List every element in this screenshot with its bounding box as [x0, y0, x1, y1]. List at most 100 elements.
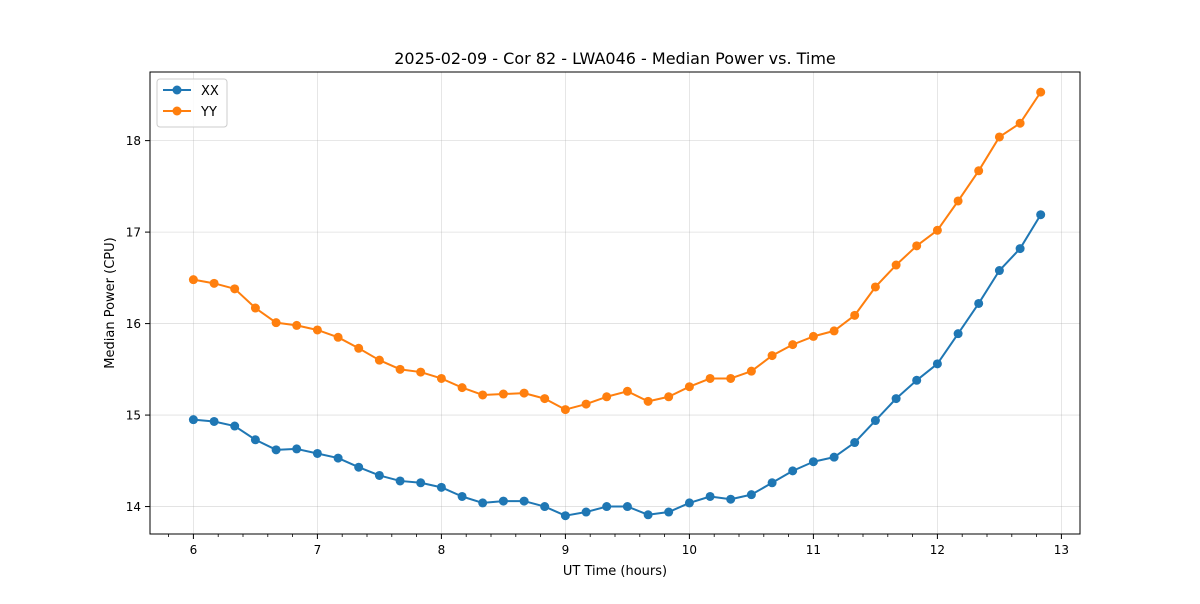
legend: XX YY — [156, 78, 228, 128]
data-point-xx — [994, 266, 1004, 276]
data-point-xx — [684, 498, 694, 508]
data-point-yy — [664, 392, 674, 402]
data-point-yy — [1036, 87, 1046, 97]
data-point-xx — [829, 452, 839, 462]
data-point-yy — [602, 392, 612, 402]
data-point-xx — [1015, 244, 1025, 254]
data-point-xx — [209, 416, 219, 426]
legend-marker-xx — [172, 85, 182, 95]
data-point-yy — [271, 318, 281, 328]
data-point-yy — [519, 388, 529, 398]
legend-label-xx: XX — [201, 84, 219, 99]
data-point-yy — [416, 367, 426, 377]
grid — [150, 72, 1080, 534]
data-point-xx — [850, 438, 860, 448]
data-point-xx — [974, 298, 984, 308]
data-point-yy — [932, 225, 942, 235]
data-point-xx — [602, 502, 612, 512]
data-point-xx — [395, 476, 405, 486]
data-point-yy — [726, 373, 736, 383]
data-point-yy — [1015, 118, 1025, 128]
data-point-xx — [498, 496, 508, 506]
x-tick-label: 8 — [438, 543, 446, 557]
data-point-xx — [726, 494, 736, 504]
data-point-xx — [416, 478, 426, 488]
data-point-xx — [560, 511, 570, 521]
data-point-yy — [622, 386, 632, 396]
data-point-xx — [188, 415, 198, 425]
data-point-yy — [498, 389, 508, 399]
data-point-yy — [705, 373, 715, 383]
x-tick-label: 6 — [190, 543, 198, 557]
data-point-yy — [974, 166, 984, 176]
plot-frame — [149, 71, 1081, 535]
data-point-yy — [994, 132, 1004, 142]
y-tick-label: 15 — [126, 409, 141, 423]
data-point-xx — [788, 466, 798, 476]
y-tick-label: 14 — [126, 500, 141, 514]
data-point-yy — [292, 320, 302, 330]
legend-label-yy: YY — [200, 105, 217, 120]
y-tick-label: 17 — [126, 226, 141, 240]
axis-ticks: 6 7 8 9 10 11 12 13 14 15 16 17 18 — [126, 134, 1069, 557]
data-point-xx — [808, 457, 818, 467]
data-point-xx — [230, 421, 240, 431]
data-point-xx — [932, 359, 942, 369]
data-point-yy — [684, 382, 694, 392]
data-point-xx — [354, 462, 364, 472]
data-point-yy — [250, 303, 260, 313]
data-point-xx — [581, 507, 591, 517]
data-point-yy — [436, 373, 446, 383]
y-tick-label: 18 — [126, 134, 141, 148]
data-point-yy — [333, 332, 343, 342]
chart-title: 2025-02-09 - Cor 82 - LWA046 - Median Po… — [394, 49, 836, 68]
data-point-yy — [891, 260, 901, 270]
data-point-yy — [953, 196, 963, 206]
data-point-yy — [395, 364, 405, 374]
data-point-yy — [829, 326, 839, 336]
data-point-xx — [891, 394, 901, 404]
data-point-yy — [643, 396, 653, 406]
data-point-yy — [560, 405, 570, 415]
x-tick-label: 7 — [314, 543, 322, 557]
data-point-yy — [767, 351, 777, 361]
data-point-xx — [705, 491, 715, 501]
data-point-yy — [230, 284, 240, 294]
data-point-xx — [622, 502, 632, 512]
data-point-yy — [808, 331, 818, 341]
data-point-xx — [519, 496, 529, 506]
x-tick-label: 12 — [930, 543, 945, 557]
data-point-yy — [912, 241, 922, 251]
data-point-yy — [581, 399, 591, 409]
data-point-xx — [540, 502, 550, 512]
data-point-xx — [953, 329, 963, 339]
y-axis-label: Median Power (CPU) — [103, 237, 118, 368]
y-tick-label: 16 — [126, 317, 141, 331]
data-point-xx — [664, 507, 674, 517]
data-point-xx — [333, 453, 343, 463]
data-point-yy — [374, 355, 384, 365]
data-point-xx — [436, 482, 446, 492]
x-tick-label: 13 — [1054, 543, 1069, 557]
data-point-xx — [912, 375, 922, 385]
data-point-yy — [478, 390, 488, 400]
data-point-xx — [767, 478, 777, 488]
data-point-yy — [788, 340, 798, 350]
x-tick-label: 10 — [682, 543, 697, 557]
data-point-yy — [746, 366, 756, 376]
data-point-xx — [271, 445, 281, 455]
data-point-xx — [870, 416, 880, 426]
data-point-xx — [292, 444, 302, 454]
x-axis-label: UT Time (hours) — [563, 564, 667, 579]
x-tick-label: 11 — [806, 543, 821, 557]
data-point-xx — [250, 435, 260, 445]
data-point-xx — [478, 498, 488, 508]
data-point-yy — [457, 383, 467, 393]
legend-marker-yy — [172, 106, 182, 116]
x-tick-label: 9 — [562, 543, 570, 557]
data-point-xx — [374, 470, 384, 480]
data-point-yy — [312, 325, 322, 335]
data-point-yy — [850, 310, 860, 320]
data-point-yy — [354, 343, 364, 353]
